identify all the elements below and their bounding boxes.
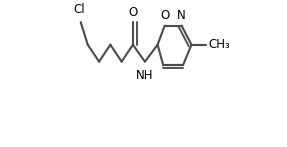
Text: Cl: Cl [73,3,85,16]
Text: N: N [177,9,186,22]
Text: NH: NH [136,69,154,82]
Text: O: O [160,9,169,22]
Text: CH₃: CH₃ [208,38,230,51]
Text: O: O [128,6,137,19]
